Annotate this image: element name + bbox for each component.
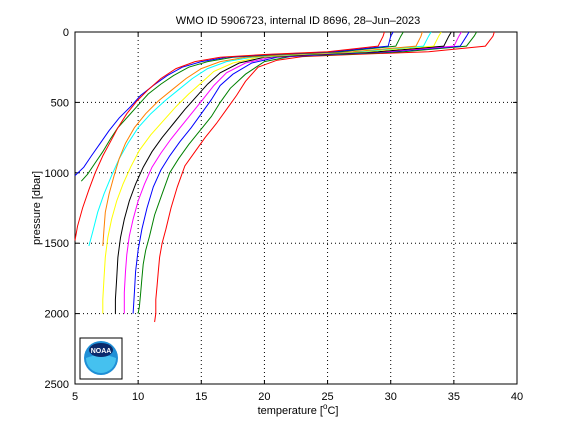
y-axis-label: pressure [dbar] — [31, 171, 43, 245]
x-tick-label: 35 — [448, 391, 460, 403]
logo-text: NOAA — [91, 348, 112, 355]
noaa-logo-icon: NOAA — [79, 337, 123, 380]
x-axis-label: temperature [oC] — [258, 402, 339, 417]
profile-line-5 — [114, 31, 452, 314]
grid — [75, 32, 517, 384]
profile-line-1 — [154, 31, 495, 323]
x-tick-label: 15 — [195, 391, 207, 403]
profile-line-11 — [74, 31, 385, 241]
y-tick-label: 2500 — [45, 379, 69, 391]
y-tick-label: 1500 — [45, 238, 69, 250]
x-tick-labels: 5 10 15 20 25 30 35 40 — [72, 391, 523, 403]
series-lines — [74, 31, 495, 323]
x-tick-label: 25 — [321, 391, 333, 403]
profile-line-8 — [102, 31, 423, 247]
plot-area — [74, 31, 518, 385]
x-tick-label: 30 — [385, 391, 397, 403]
y-tick-label: 500 — [51, 97, 69, 109]
axis-ticks — [74, 31, 518, 385]
y-tick-labels: 0 500 1000 1500 2000 2500 — [45, 27, 69, 391]
y-tick-label: 0 — [63, 27, 69, 39]
y-tick-label: 2000 — [45, 309, 69, 321]
chart-title: WMO ID 5906723, internal ID 8696, 28–Jun… — [176, 15, 421, 27]
x-tick-label: 40 — [511, 391, 523, 403]
x-tick-label: 20 — [258, 391, 270, 403]
x-tick-label: 5 — [72, 391, 78, 403]
profile-line-10 — [74, 31, 394, 176]
y-tick-label: 1000 — [45, 168, 69, 180]
profile-line-9 — [80, 31, 404, 182]
profile-line-2 — [137, 31, 478, 314]
x-tick-label: 10 — [132, 391, 144, 403]
